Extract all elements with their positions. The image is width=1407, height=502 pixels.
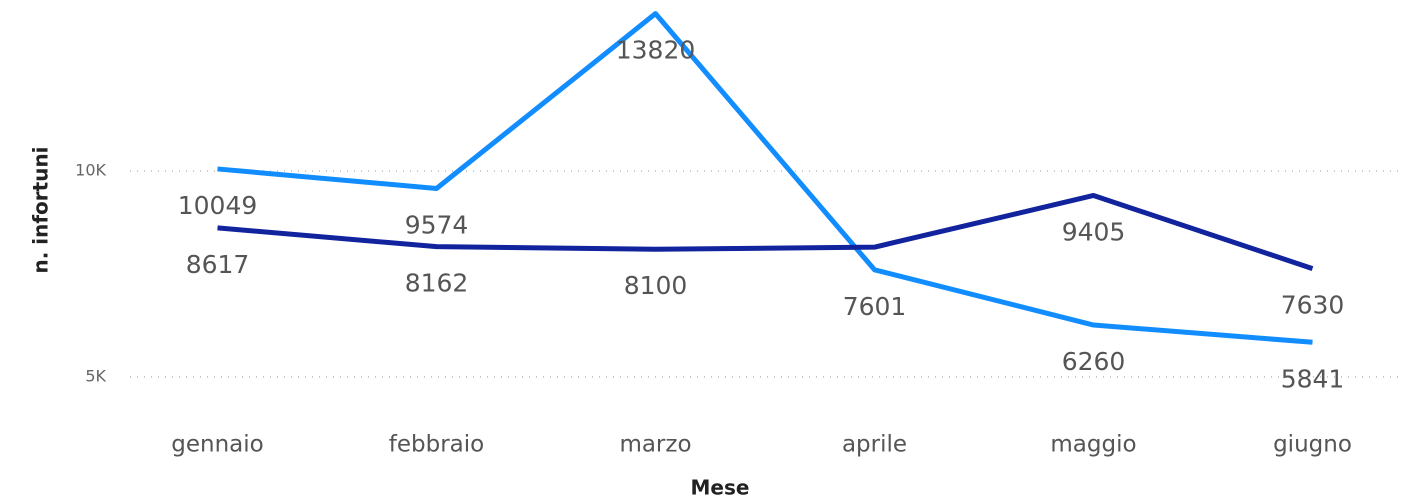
series-line [217,192,1314,271]
series-line [217,11,1313,345]
data-label: 10049 [178,191,258,220]
y-axis-title: n. infortuni [29,146,53,273]
x-tick-label: febbraio [389,432,484,458]
data-label: 7630 [1281,291,1345,320]
data-label: 13820 [616,36,696,65]
y-tick-label: 10K [75,160,106,179]
x-tick-label: maggio [1050,432,1136,458]
x-axis-title: Mese [691,476,750,500]
x-tick-label: giugno [1273,432,1352,458]
x-tick-label: gennaio [171,432,263,458]
x-tick-label: aprile [842,432,907,458]
data-label: 8100 [624,271,688,300]
data-label: 8162 [405,269,469,298]
y-tick-label: 5K [85,366,106,385]
data-label: 9405 [1062,217,1126,246]
data-label: 6260 [1062,347,1126,376]
data-label: 5841 [1281,364,1345,393]
data-label: 9574 [405,211,469,240]
data-label: 8617 [186,250,250,279]
x-tick-label: marzo [619,432,691,458]
data-label: 7601 [843,292,907,321]
